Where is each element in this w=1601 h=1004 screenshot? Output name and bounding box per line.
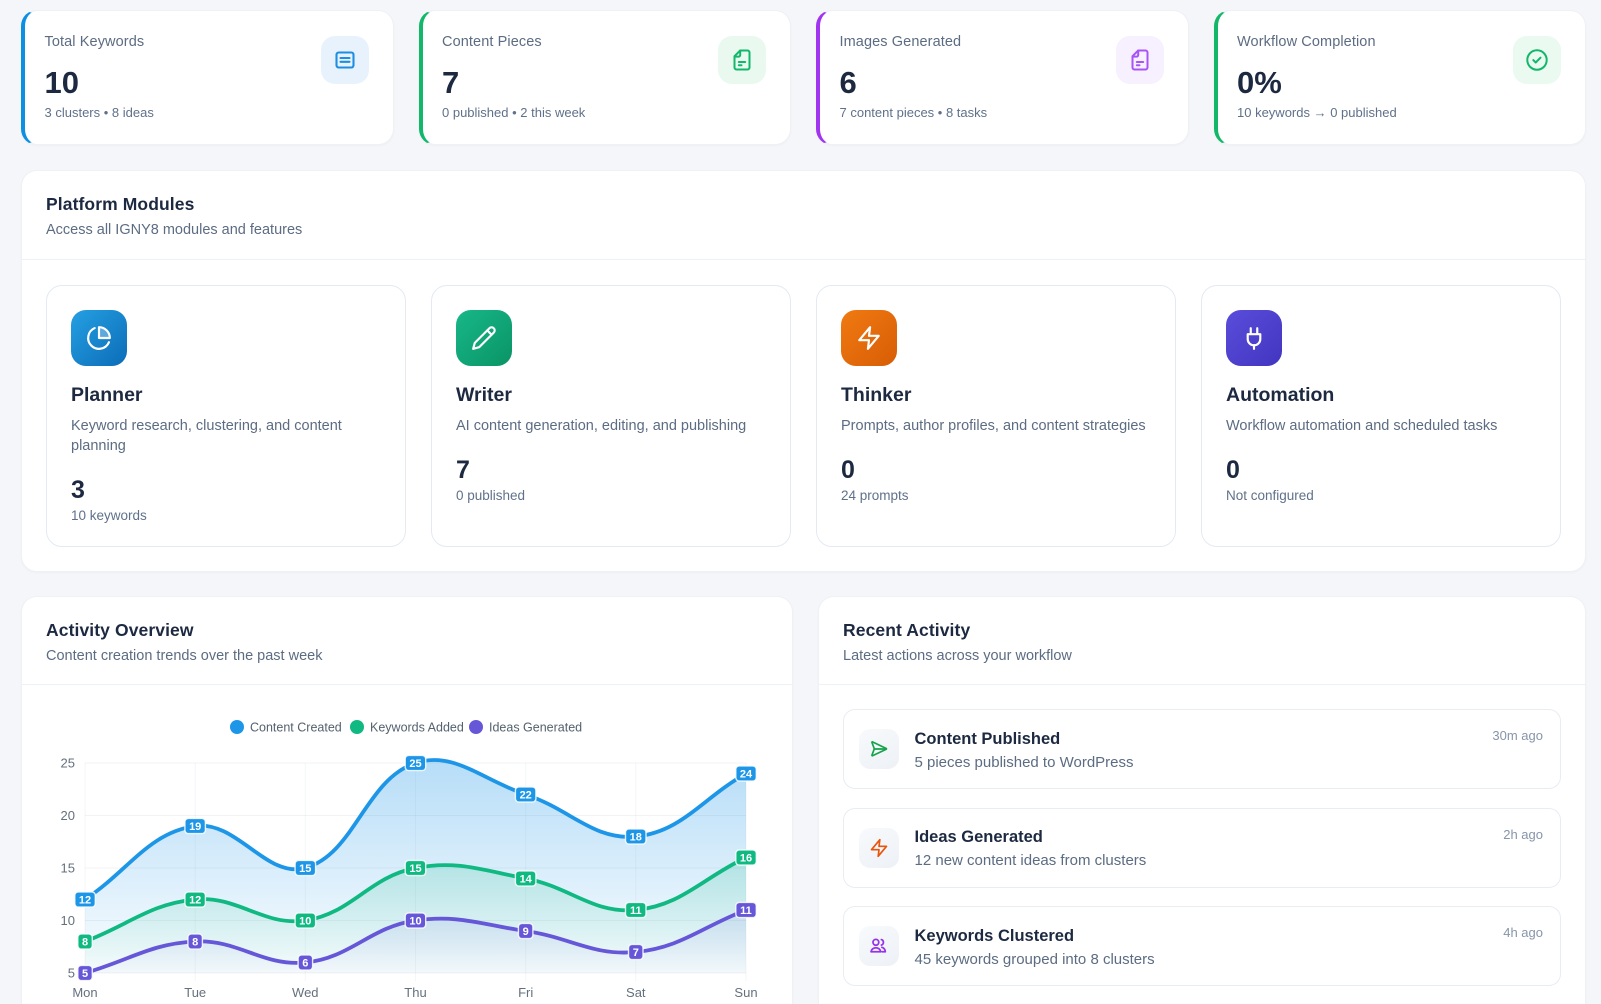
svg-text:10: 10: [409, 916, 421, 928]
svg-text:25: 25: [409, 758, 421, 770]
svg-text:Sat: Sat: [626, 985, 646, 1000]
svg-text:Keywords Added: Keywords Added: [370, 721, 464, 735]
svg-text:15: 15: [409, 863, 421, 875]
svg-text:8: 8: [81, 937, 87, 949]
svg-text:22: 22: [519, 790, 531, 802]
svg-text:11: 11: [740, 905, 752, 917]
svg-text:12: 12: [78, 895, 90, 907]
svg-text:Sun: Sun: [734, 985, 757, 1000]
svg-text:Fri: Fri: [518, 985, 533, 1000]
svg-text:Tue: Tue: [184, 985, 206, 1000]
svg-text:5: 5: [81, 968, 87, 980]
svg-text:10: 10: [299, 916, 311, 928]
svg-text:Wed: Wed: [292, 985, 319, 1000]
svg-text:9: 9: [522, 926, 528, 938]
svg-text:Ideas Generated: Ideas Generated: [489, 721, 582, 735]
svg-text:8: 8: [192, 937, 198, 949]
svg-text:Thu: Thu: [404, 985, 426, 1000]
svg-text:16: 16: [739, 853, 751, 865]
svg-text:Content Created: Content Created: [250, 721, 342, 735]
svg-text:12: 12: [189, 895, 201, 907]
svg-text:7: 7: [632, 947, 638, 959]
svg-text:24: 24: [739, 769, 752, 781]
svg-text:19: 19: [189, 821, 201, 833]
svg-text:18: 18: [629, 832, 641, 844]
svg-text:20: 20: [60, 808, 74, 823]
svg-text:15: 15: [299, 863, 311, 875]
svg-text:15: 15: [60, 861, 74, 876]
svg-text:5: 5: [67, 966, 74, 981]
svg-text:25: 25: [60, 756, 74, 771]
svg-text:11: 11: [629, 905, 641, 917]
svg-text:14: 14: [519, 874, 532, 886]
svg-text:6: 6: [302, 958, 308, 970]
svg-text:10: 10: [60, 913, 74, 928]
svg-text:Mon: Mon: [72, 985, 97, 1000]
